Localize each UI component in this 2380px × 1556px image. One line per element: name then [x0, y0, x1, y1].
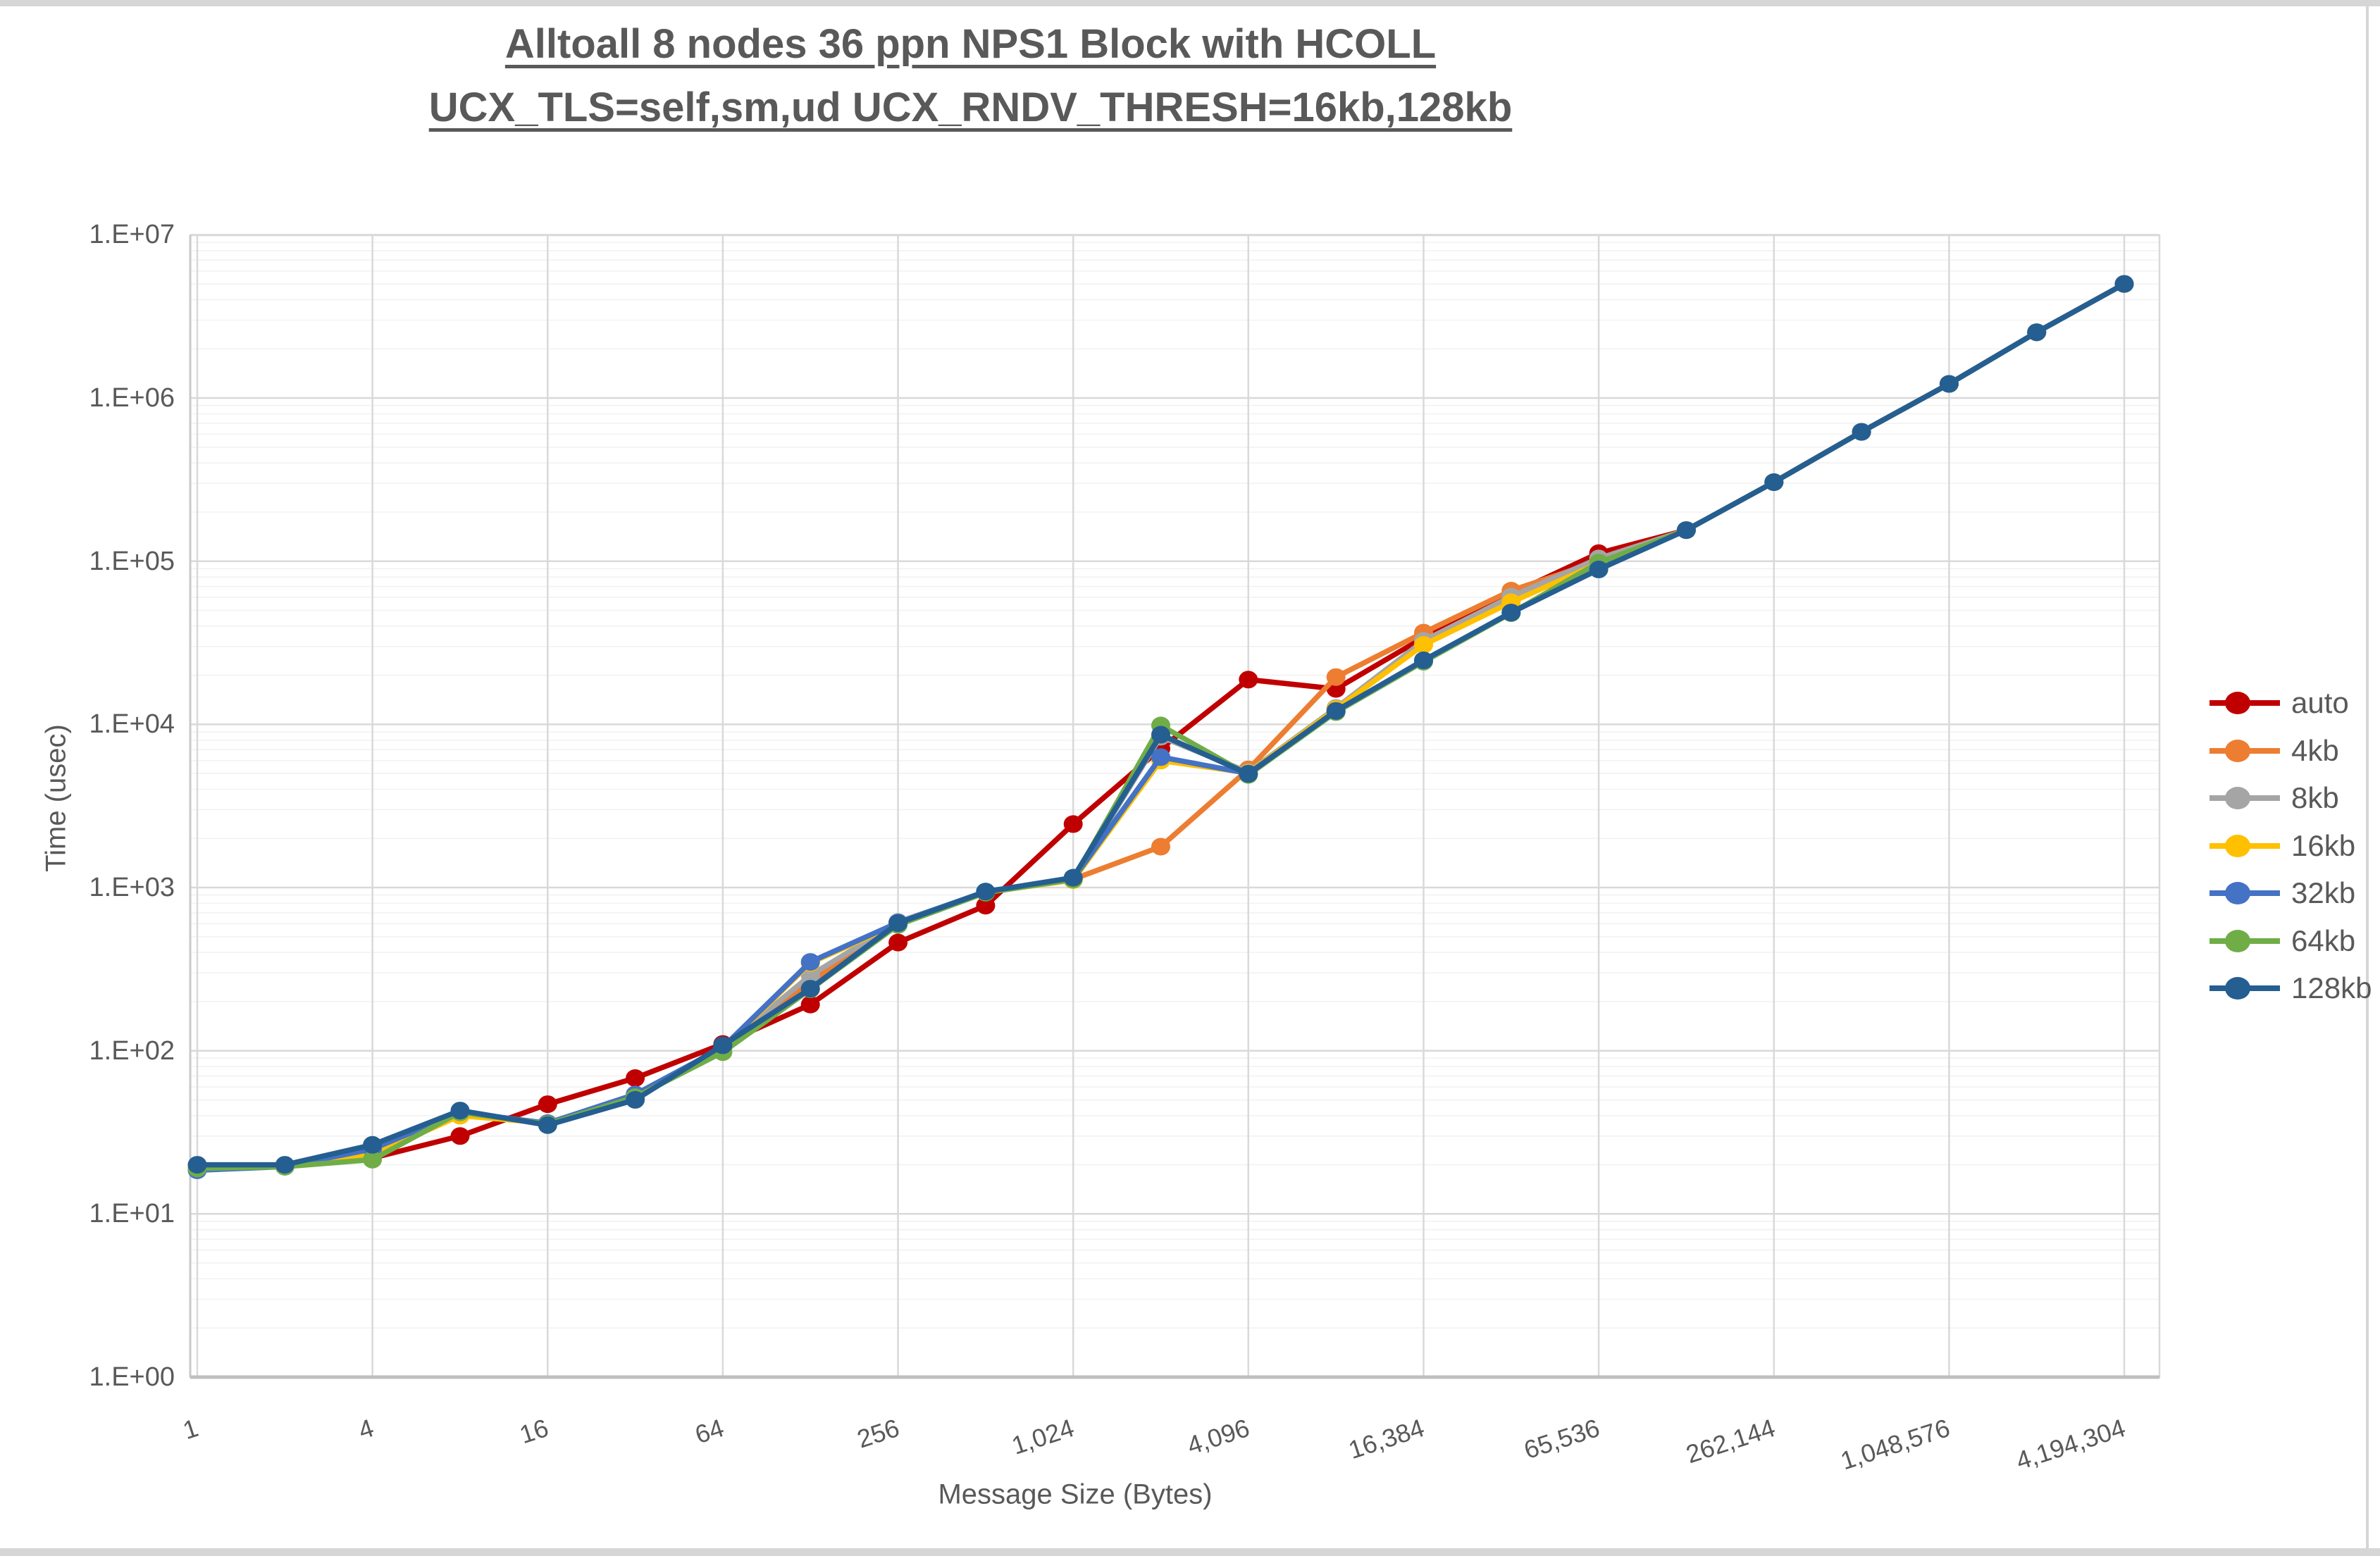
legend-label: 16kb [2291, 829, 2356, 862]
series-128kb-marker [450, 1102, 470, 1120]
series-auto-marker [1239, 671, 1258, 689]
legend-item-16kb: 16kb [2208, 828, 2355, 864]
series-128kb-marker [1326, 702, 1346, 720]
legend-label: auto [2291, 686, 2349, 719]
window-right-border [2366, 0, 2369, 1556]
legend-label: 32kb [2291, 876, 2356, 909]
x-axis-title: Message Size (Bytes) [938, 1479, 1213, 1510]
legend-marker-16kb [2209, 835, 2280, 857]
series-128kb-marker [2027, 323, 2047, 342]
series-128kb-marker [1414, 651, 1433, 669]
series-128kb-marker [1239, 765, 1258, 783]
series-128kb-marker [1939, 375, 1959, 393]
vertical-gridlines [196, 235, 2126, 1377]
series-auto-marker [976, 897, 996, 915]
legend-item-auto: auto [2208, 685, 2349, 721]
window-top-border [0, 0, 2380, 6]
legend-label: 128kb [2291, 971, 2372, 1004]
series-128kb-marker [538, 1116, 557, 1134]
legend-marker-auto [2209, 692, 2280, 714]
series-128kb-marker [187, 1156, 207, 1174]
legend-item-128kb: 128kb [2208, 970, 2372, 1007]
series-128kb-marker [363, 1135, 383, 1154]
series-128kb-marker [275, 1156, 295, 1174]
y-tick-label-1.E+00: 1.E+00 [89, 1362, 175, 1392]
legend-marker-8kb [2209, 787, 2280, 809]
minor-gridlines [190, 242, 2159, 1329]
series-128kb-marker [976, 883, 996, 901]
chart-title-line-1: Alltoall 8 nodes 36 ppn NPS1 Block with … [504, 21, 1437, 67]
series-128kb-marker [1852, 423, 1871, 441]
legend-label: 4kb [2291, 734, 2339, 767]
legend-marker-64kb [2209, 930, 2280, 952]
series-128kb-marker [1676, 521, 1696, 540]
legend-item-64kb: 64kb [2208, 923, 2355, 959]
series-128kb-marker [1063, 869, 1083, 887]
legend-label: 8kb [2291, 781, 2339, 814]
series-32kb-marker [800, 953, 820, 971]
series-128kb-marker [888, 914, 908, 933]
legend-label: 64kb [2291, 924, 2356, 957]
series-auto-marker [1063, 815, 1083, 833]
y-tick-label-1.E+01: 1.E+01 [89, 1199, 175, 1228]
series-32kb-marker [1151, 748, 1170, 766]
legend-marker-4kb [2209, 740, 2280, 762]
series-auto-marker [626, 1069, 645, 1087]
series-128kb [187, 275, 2134, 1174]
series-16kb-marker [1414, 636, 1433, 654]
y-tick-label-1.E+06: 1.E+06 [89, 383, 175, 413]
legend-item-4kb: 4kb [2208, 733, 2339, 769]
plot-border [189, 234, 2161, 1378]
legend-item-32kb: 32kb [2208, 875, 2355, 911]
series-auto-marker [538, 1095, 557, 1114]
series-128kb-marker [1151, 726, 1170, 744]
series-128kb-marker [1589, 560, 1609, 578]
series-128kb-marker [1501, 604, 1521, 622]
series-128kb-marker [626, 1090, 645, 1109]
chart-title: Alltoall 8 nodes 36 ppn NPS1 Block with … [0, 13, 1941, 139]
series-4kb-marker [1151, 838, 1170, 856]
y-tick-label-1.E+05: 1.E+05 [89, 547, 175, 576]
series-128kb-marker [2114, 275, 2134, 293]
window-bottom-border [0, 1548, 2380, 1556]
y-axis-title: Time (usec) [40, 724, 72, 872]
y-tick-label-1.E+07: 1.E+07 [89, 220, 175, 249]
legend-marker-32kb [2209, 882, 2280, 904]
series-auto-marker [800, 995, 820, 1014]
series-128kb-marker [800, 980, 820, 998]
legend-marker-128kb [2209, 977, 2280, 1000]
series-auto-marker [450, 1127, 470, 1145]
series-4kb-marker [1326, 668, 1346, 686]
series-64kb-marker [363, 1150, 383, 1169]
series-auto-marker [888, 933, 908, 952]
y-tick-label-1.E+03: 1.E+03 [89, 873, 175, 902]
chart-title-line-2: UCX_TLS=self,sm,ud UCX_RNDV_THRESH=16kb,… [428, 85, 1513, 130]
legend-item-8kb: 8kb [2208, 780, 2339, 816]
y-tick-label-1.E+04: 1.E+04 [89, 709, 175, 739]
y-tick-label-1.E+02: 1.E+02 [89, 1036, 175, 1066]
series-128kb-marker [713, 1036, 733, 1054]
series-128kb-marker [1764, 473, 1784, 491]
